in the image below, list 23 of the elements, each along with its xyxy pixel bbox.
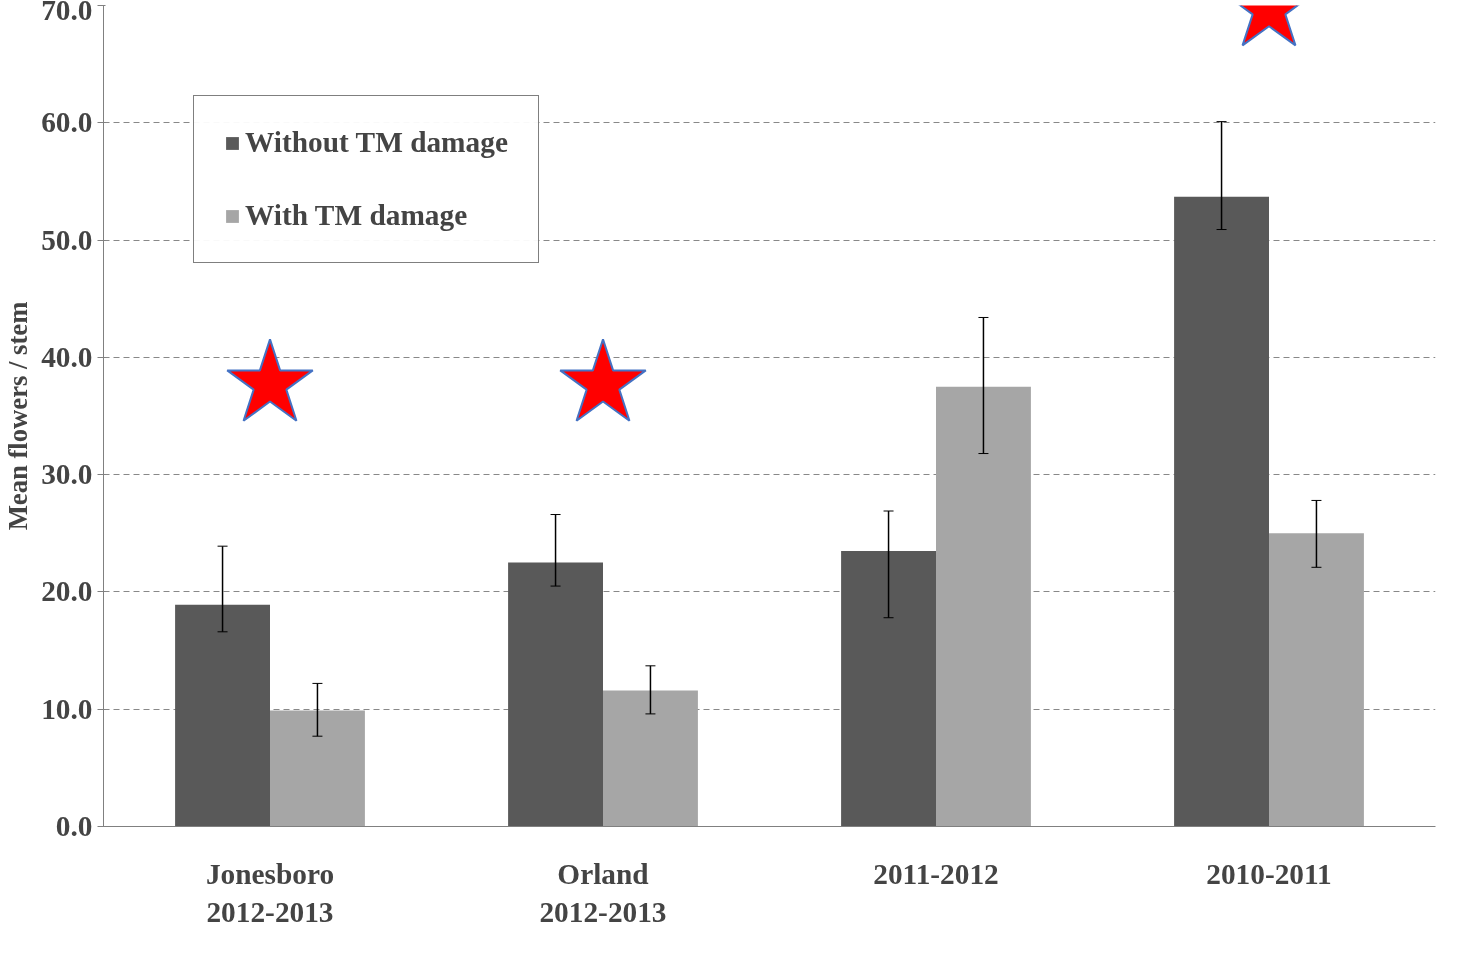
bar <box>175 604 270 827</box>
y-tick-label: 50.0 <box>41 223 93 256</box>
y-tick-label: 10.0 <box>41 692 93 725</box>
bar <box>603 690 698 827</box>
bar <box>270 710 365 827</box>
y-axis-title: Mean flowers / stem <box>3 301 34 531</box>
bar <box>1174 196 1269 827</box>
bar <box>508 562 603 827</box>
legend-label: With TM damage <box>245 199 468 232</box>
bar <box>841 550 936 827</box>
y-tick-label: 40.0 <box>41 340 93 373</box>
x-tick-label: 2010-2011 <box>1206 857 1332 890</box>
x-tick-label: Jonesboro 2012-2013 <box>205 857 335 928</box>
bar <box>936 386 1031 827</box>
x-tick-label: Orland 2012-2013 <box>539 857 667 928</box>
y-tick-label: 60.0 <box>41 106 93 139</box>
legend-label: Without TM damage <box>245 126 508 159</box>
y-tick-label: 0.0 <box>55 810 93 842</box>
x-tick-label: 2011-2012 <box>873 857 999 890</box>
y-tick-label: 70.0 <box>41 0 93 26</box>
y-tick-label: 20.0 <box>41 575 93 608</box>
y-tick-label: 30.0 <box>41 458 93 491</box>
bar <box>1269 533 1364 827</box>
